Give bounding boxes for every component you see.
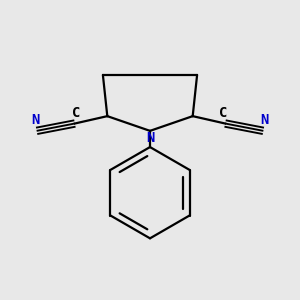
Text: N: N bbox=[146, 131, 154, 146]
Text: N: N bbox=[261, 113, 269, 127]
Text: N: N bbox=[31, 113, 39, 127]
Text: C: C bbox=[72, 106, 81, 120]
Text: C: C bbox=[219, 106, 228, 120]
